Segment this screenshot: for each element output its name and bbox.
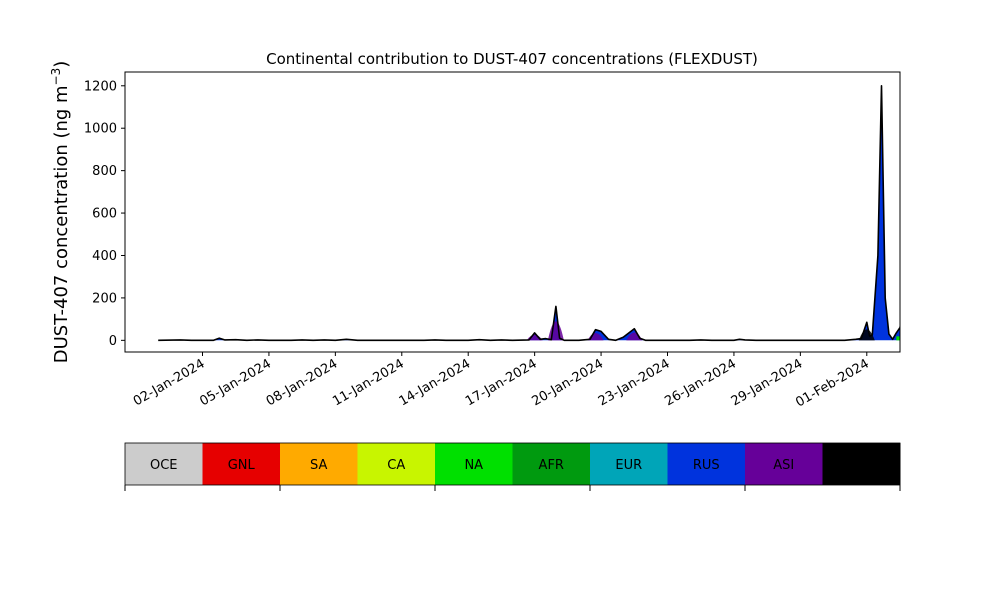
x-tick-label: 14-Jan-2024 [397, 356, 474, 409]
area-na-strip [896, 336, 900, 341]
y-tick-label: 600 [92, 207, 117, 222]
legend-swatch-rus [667, 443, 746, 485]
legend-label-gnl: GNL [228, 458, 256, 473]
x-tick-label: 20-Jan-2024 [529, 356, 606, 409]
legend-swatch-eur [590, 443, 668, 485]
legend-label-oce: OCE [150, 458, 178, 473]
plot-area: 0 200 400 600 800 1000 1200 02-Jan-202405-Jan-2… [84, 71, 901, 410]
x-tick-label: 26-Jan-2024 [662, 356, 739, 409]
x-tick-label: 08-Jan-2024 [264, 356, 341, 409]
legend-label-rus: RUS [693, 458, 720, 473]
legend-swatch-gnl [202, 443, 281, 485]
legend-swatch-oce [125, 443, 203, 485]
x-tick-label: 01-Feb-2024 [793, 356, 872, 410]
area-bump-1 [547, 321, 564, 341]
y-tick-label: 1000 [84, 122, 117, 137]
legend-frame [124, 442, 901, 486]
legend-label-asi: ASI [773, 458, 794, 473]
y-tick-label: 1200 [84, 79, 117, 94]
legend-swatch-na [435, 443, 513, 485]
x-tick-label: 05-Jan-2024 [197, 356, 274, 409]
legend-swatch-sa [280, 443, 358, 485]
area-rus [158, 85, 900, 341]
legend-colorbar: OCE GNL SA CA NA AFR EUR RUS ASI AUS [124, 442, 901, 491]
legend-label-afr: AFR [539, 458, 564, 473]
x-tick-label: 29-Jan-2024 [729, 356, 806, 409]
x-tick-label: 11-Jan-2024 [330, 356, 407, 409]
total-series-line [158, 85, 900, 342]
x-tick-label: 17-Jan-2024 [463, 356, 540, 409]
y-tick-label: 0 [109, 334, 117, 349]
x-tick-label: 23-Jan-2024 [596, 356, 673, 409]
legend-swatch-asi [745, 443, 823, 485]
y-tick-label: 400 [92, 249, 117, 264]
legend-label-ca: CA [387, 458, 405, 473]
x-tick-label: 02-Jan-2024 [131, 356, 208, 409]
legend-swatch-aus [822, 443, 901, 485]
legend-label-eur: EUR [615, 458, 642, 473]
legend-label-aus: AUS [848, 458, 875, 473]
area-bump-2 [587, 333, 604, 341]
legend-label-na: NA [464, 458, 483, 473]
legend-label-sa: SA [310, 458, 327, 473]
plot-frame [124, 71, 901, 353]
legend-swatch-afr [512, 443, 591, 485]
chart-title: Continental contribution to DUST-407 con… [266, 50, 758, 68]
y-axis-label: DUST-407 concentration (ng m−3) [49, 61, 72, 364]
y-tick-label: 800 [92, 164, 117, 179]
y-tick-label: 200 [92, 291, 117, 306]
legend-swatch-ca [357, 443, 436, 485]
